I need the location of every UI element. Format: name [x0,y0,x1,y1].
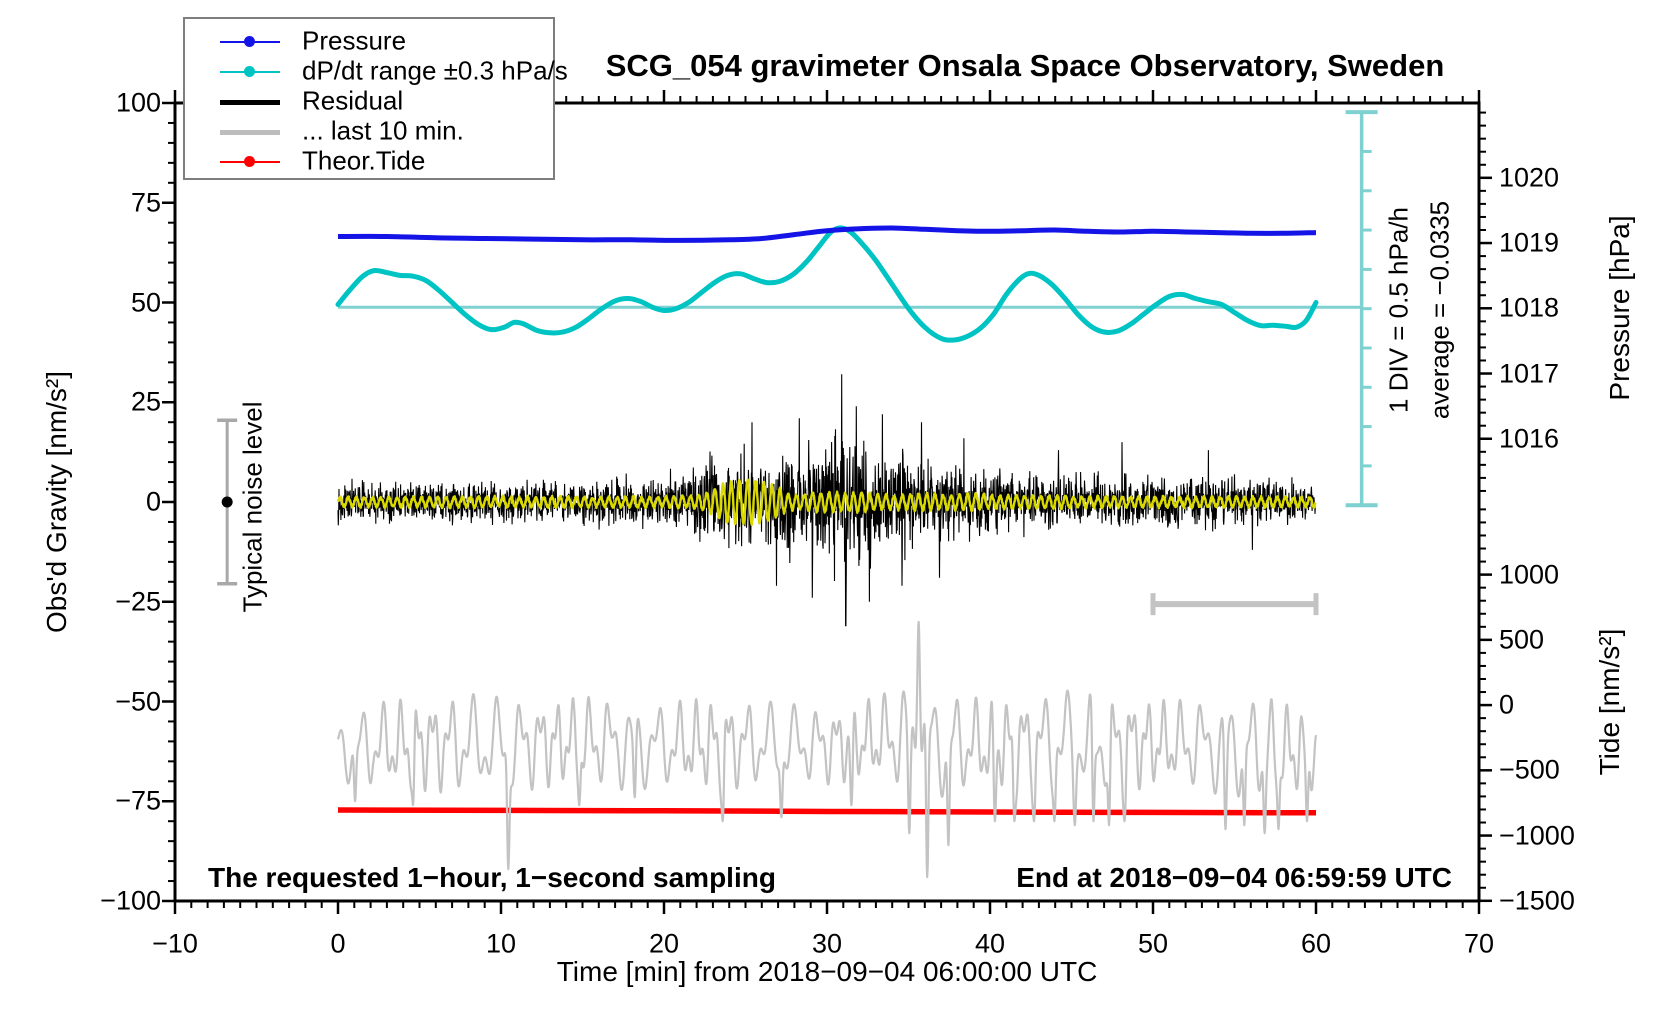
y-left-tick-label: 25 [130,386,161,417]
last10min-curve [336,620,1318,879]
average-label: average = −0.0335 [1424,200,1455,420]
x-tick-label: 70 [1463,928,1495,959]
noise-level-label: Typical noise level [237,401,268,613]
pressure-tick-label: 1017 [1499,358,1560,389]
chart-title: SCG_054 gravimeter Onsala Space Observat… [605,48,1445,83]
legend-item-last10min: ... last 10 min. [185,115,553,147]
sampling-note: The requested 1−hour, 1−second sampling [208,862,776,893]
legend-item-theortide: Theor.Tide [185,145,553,177]
x-axis-label: Time [min] from 2018−09−04 06:00:00 UTC [556,956,1098,987]
y-left-tick-label: −25 [115,586,161,617]
tide-tick-label: 1000 [1499,559,1560,590]
y-left-tick-label: −50 [115,686,161,716]
theortide-curve [337,807,1317,816]
tide-tick-label: −1500 [1499,885,1575,916]
dpdt-curve [335,225,1319,343]
y-left-axis-label: Obs'd Gravity [nm/s²] [41,370,72,634]
end-time-note: End at 2018−09−04 06:59:59 UTC [1016,862,1452,893]
x-tick-label: 60 [1300,928,1332,959]
legend-label: Theor.Tide [302,145,426,176]
x-tick-label: 20 [648,928,680,959]
x-tick-label: 10 [485,928,517,959]
tide-axis-label: Tide [nm/s²] [1594,628,1625,776]
tide-tick-label: 0 [1499,689,1515,720]
residual-lowpass-curve [336,478,1317,526]
tide-tick-label: −500 [1499,754,1560,785]
y-left-tick-label: 75 [130,187,161,218]
legend-item-residual: Residual [185,85,553,117]
y-left-tick-label: 100 [115,87,161,118]
x-tick-label: 50 [1137,928,1169,959]
pressure-tick-label: 1016 [1499,423,1560,454]
div-scale-label: 1 DIV = 0.5 hPa/h [1383,207,1414,413]
legend-label: ... last 10 min. [302,115,464,146]
x-tick-label: 40 [974,928,1006,959]
tide-tick-label: −1000 [1499,820,1575,851]
y-left-tick-label: 0 [145,486,161,517]
pressure-tick-label: 1018 [1499,292,1560,323]
tide-tick-label: 500 [1499,624,1545,655]
legend-label: Pressure [302,25,407,56]
legend-label: dP/dt range ±0.3 hPa/s [302,55,568,86]
y-left-tick-label: −100 [100,885,161,916]
y-left-tick-label: 50 [130,287,161,317]
legend: Pressure dP/dt range ±0.3 hPa/s Residual… [183,17,568,180]
legend-item-dpdt: dP/dt range ±0.3 hPa/s [185,55,568,87]
legend-item-pressure: Pressure [185,25,553,57]
y-left-tick-label: −75 [115,785,161,816]
legend-label: Residual [302,85,404,116]
x-tick-label: −10 [152,928,198,959]
x-tick-label: 0 [330,928,346,959]
pressure-axis-label: Pressure [hPa] [1604,215,1635,401]
pressure-tick-label: 1020 [1499,162,1560,193]
x-tick-label: 30 [811,928,843,959]
pressure-curve [337,225,1317,243]
noise-marker-dot [221,496,233,508]
pressure-tick-label: 1019 [1499,227,1560,258]
